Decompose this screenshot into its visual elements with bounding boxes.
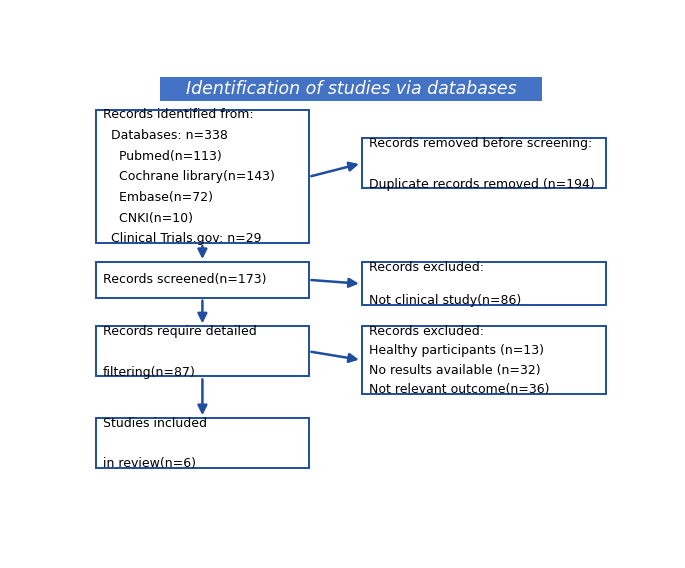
FancyBboxPatch shape xyxy=(362,326,606,394)
Text: No results available (n=32): No results available (n=32) xyxy=(369,364,540,377)
FancyBboxPatch shape xyxy=(96,326,308,377)
Text: Records require detailed: Records require detailed xyxy=(103,325,257,338)
Text: Records excluded:: Records excluded: xyxy=(369,325,484,338)
Text: Embase(n=72): Embase(n=72) xyxy=(103,191,213,204)
Text: Records identified from:: Records identified from: xyxy=(103,108,253,122)
Text: Studies included: Studies included xyxy=(103,417,207,430)
Text: Records excluded:: Records excluded: xyxy=(369,261,484,274)
Text: Cochrane library(n=143): Cochrane library(n=143) xyxy=(103,170,275,183)
Text: CNKI(n=10): CNKI(n=10) xyxy=(103,212,193,224)
Text: Pubmed(n=113): Pubmed(n=113) xyxy=(103,150,222,162)
FancyBboxPatch shape xyxy=(362,262,606,305)
FancyBboxPatch shape xyxy=(160,77,543,101)
Text: Not relevant outcome(n=36): Not relevant outcome(n=36) xyxy=(369,383,549,396)
Text: Records removed before screening:: Records removed before screening: xyxy=(369,137,592,150)
Text: Identification of studies via databases: Identification of studies via databases xyxy=(186,80,516,98)
Text: Databases: n=338: Databases: n=338 xyxy=(103,129,228,142)
Text: Healthy participants (n=13): Healthy participants (n=13) xyxy=(369,344,544,357)
FancyBboxPatch shape xyxy=(96,262,308,298)
Text: in review(n=6): in review(n=6) xyxy=(103,457,196,470)
Text: filtering(n=87): filtering(n=87) xyxy=(103,366,196,379)
Text: Not clinical study(n=86): Not clinical study(n=86) xyxy=(369,294,521,307)
Text: Clinical Trials.gov: n=29: Clinical Trials.gov: n=29 xyxy=(103,232,262,245)
FancyBboxPatch shape xyxy=(362,138,606,189)
FancyBboxPatch shape xyxy=(96,418,308,469)
FancyBboxPatch shape xyxy=(96,110,308,243)
Text: Duplicate records removed (n=194): Duplicate records removed (n=194) xyxy=(369,178,595,190)
Text: Records screened(n=173): Records screened(n=173) xyxy=(103,273,266,286)
